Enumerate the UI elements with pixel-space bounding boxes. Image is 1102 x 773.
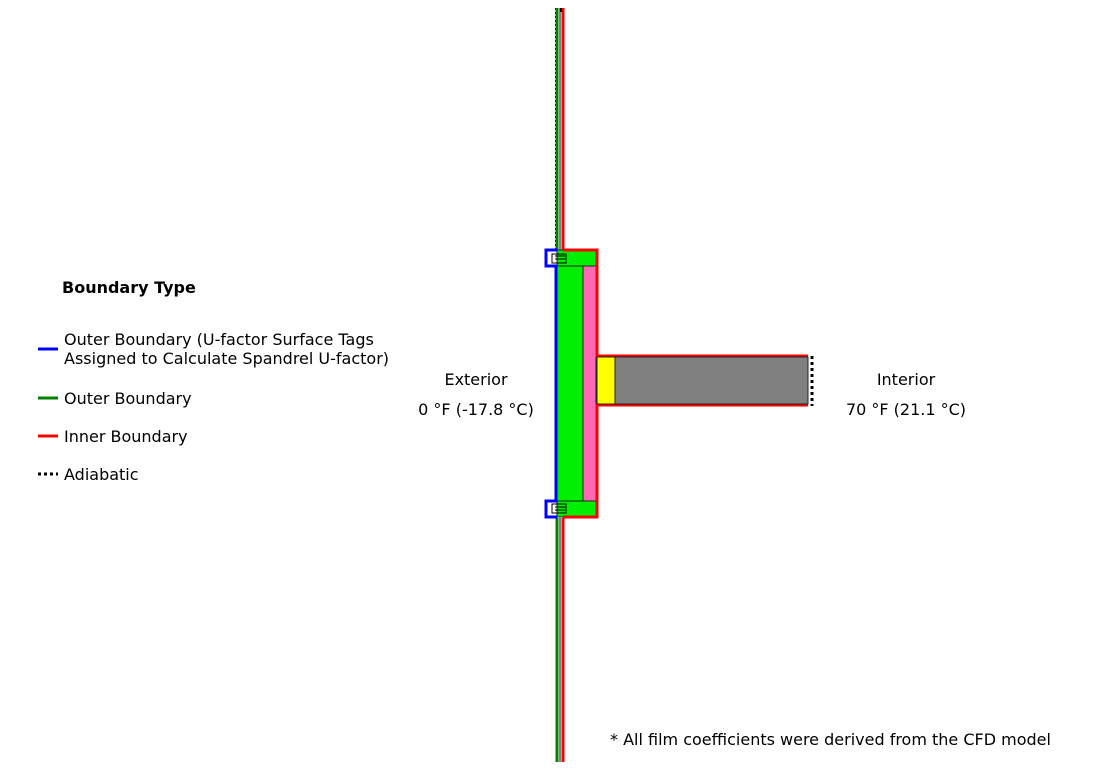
membrane-layer (582, 265, 597, 502)
legend-item-outer-u-factor: Outer Boundary (U-factor Surface Tags As… (64, 330, 390, 368)
concrete-slab (614, 356, 809, 405)
top-frame (556, 249, 597, 267)
legend-item-outer: Outer Boundary (64, 389, 192, 408)
exterior-temperature: 0 °F (-17.8 °C) (418, 400, 534, 419)
spandrel-assembly (544, 248, 808, 519)
legend-swatches (38, 347, 58, 476)
inner-boundary-outline (563, 248, 808, 358)
lower-panel (555, 518, 565, 762)
legend-item-inner: Inner Boundary (64, 427, 188, 446)
bottom-clip (551, 503, 567, 514)
upper-panel (555, 8, 565, 250)
slab-edge-insulation (596, 356, 616, 405)
bottom-frame (556, 500, 597, 518)
exterior-label: Exterior (444, 370, 508, 389)
legend-title: Boundary Type (62, 278, 196, 297)
floor-slab (596, 356, 814, 406)
footnote: * All film coefficients were derived fro… (610, 730, 1051, 749)
outer-boundary-u-factor (544, 248, 558, 519)
insulation-block (556, 265, 584, 502)
legend-item-adiabatic: Adiabatic (64, 465, 139, 484)
interior-temperature: 70 °F (21.1 °C) (845, 400, 967, 419)
top-clip (551, 253, 567, 264)
interior-label: Interior (876, 370, 936, 389)
